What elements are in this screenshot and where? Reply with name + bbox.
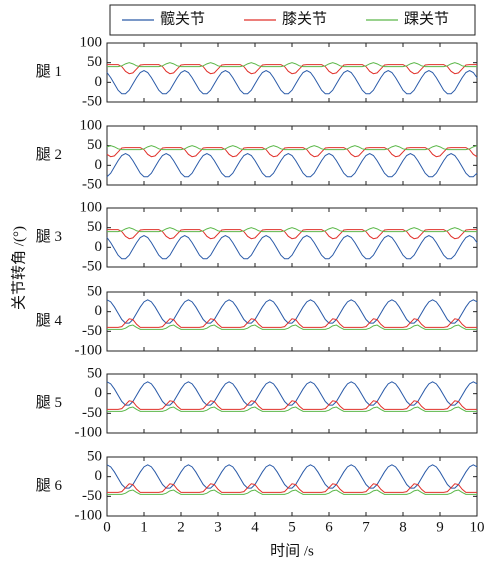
y-tick-label: 0	[95, 303, 103, 319]
x-tick-label: 7	[362, 519, 370, 535]
y-tick-label: -100	[75, 424, 103, 440]
y-tick-label: -50	[82, 323, 102, 339]
x-tick-label: 6	[325, 519, 333, 535]
y-axis-label: 关节转角 /(°)	[10, 226, 27, 310]
legend-label: 踝关节	[404, 10, 449, 27]
panel-frame	[106, 456, 478, 517]
line-series	[107, 64, 477, 75]
line-series	[106, 381, 478, 406]
x-tick-label: 9	[436, 519, 444, 535]
x-tick-label: 0	[103, 519, 111, 535]
y-tick-label: -50	[82, 176, 102, 192]
x-tick-label: 4	[251, 519, 259, 535]
panel-frame	[106, 373, 478, 434]
line-series	[107, 227, 477, 233]
y-tick-label: -50	[82, 93, 102, 109]
line-series	[107, 318, 477, 328]
panel-frame	[106, 291, 478, 352]
line-series	[107, 406, 477, 412]
y-tick-label: 0	[95, 239, 103, 255]
y-tick-label: 50	[87, 365, 102, 381]
y-tick-label: 100	[80, 117, 103, 133]
line-series	[107, 489, 477, 495]
line-series	[106, 234, 478, 260]
panel-label: 腿 1	[36, 64, 62, 80]
x-tick-label: 8	[399, 519, 407, 535]
y-tick-label: 50	[87, 54, 102, 70]
x-axis-label: 时间 /s	[270, 542, 314, 559]
line-series	[106, 152, 478, 178]
y-tick-label: 50	[87, 137, 102, 153]
panel-label: 腿 3	[36, 229, 62, 245]
panel-label: 腿 2	[36, 147, 62, 163]
line-series	[106, 147, 478, 158]
x-tick-label: 2	[177, 519, 185, 535]
line-series	[106, 69, 478, 95]
x-tick-label: 3	[214, 519, 222, 535]
panel-label: 腿 6	[36, 478, 63, 494]
y-tick-label: -100	[75, 342, 103, 358]
line-series	[107, 324, 477, 330]
y-tick-label: 100	[80, 199, 103, 215]
y-tick-label: 50	[87, 219, 102, 235]
x-tick-label: 1	[140, 519, 148, 535]
y-tick-label: 100	[80, 34, 103, 50]
y-tick-label: -50	[82, 405, 102, 421]
line-series	[106, 145, 478, 151]
x-tick-label: 5	[288, 519, 296, 535]
legend-box	[109, 4, 476, 36]
line-series	[107, 400, 477, 410]
x-tick-label: 10	[470, 519, 485, 535]
legend-label: 膝关节	[282, 10, 327, 27]
y-tick-label: 0	[95, 157, 103, 173]
y-tick-label: 50	[87, 283, 102, 299]
y-tick-label: 0	[95, 385, 103, 401]
panel-label: 腿 4	[36, 313, 63, 329]
y-tick-label: -100	[75, 507, 103, 523]
y-tick-label: 50	[87, 448, 102, 464]
line-series	[107, 483, 477, 493]
y-tick-label: -50	[82, 488, 102, 504]
y-tick-label: 0	[95, 468, 103, 484]
y-tick-label: 0	[95, 74, 103, 90]
line-series	[106, 464, 478, 489]
line-series	[107, 229, 477, 240]
line-series	[106, 299, 478, 324]
legend-label: 髋关节	[160, 10, 205, 27]
y-tick-label: -50	[82, 258, 102, 274]
line-series	[107, 62, 477, 68]
panel-label: 腿 5	[36, 395, 62, 411]
